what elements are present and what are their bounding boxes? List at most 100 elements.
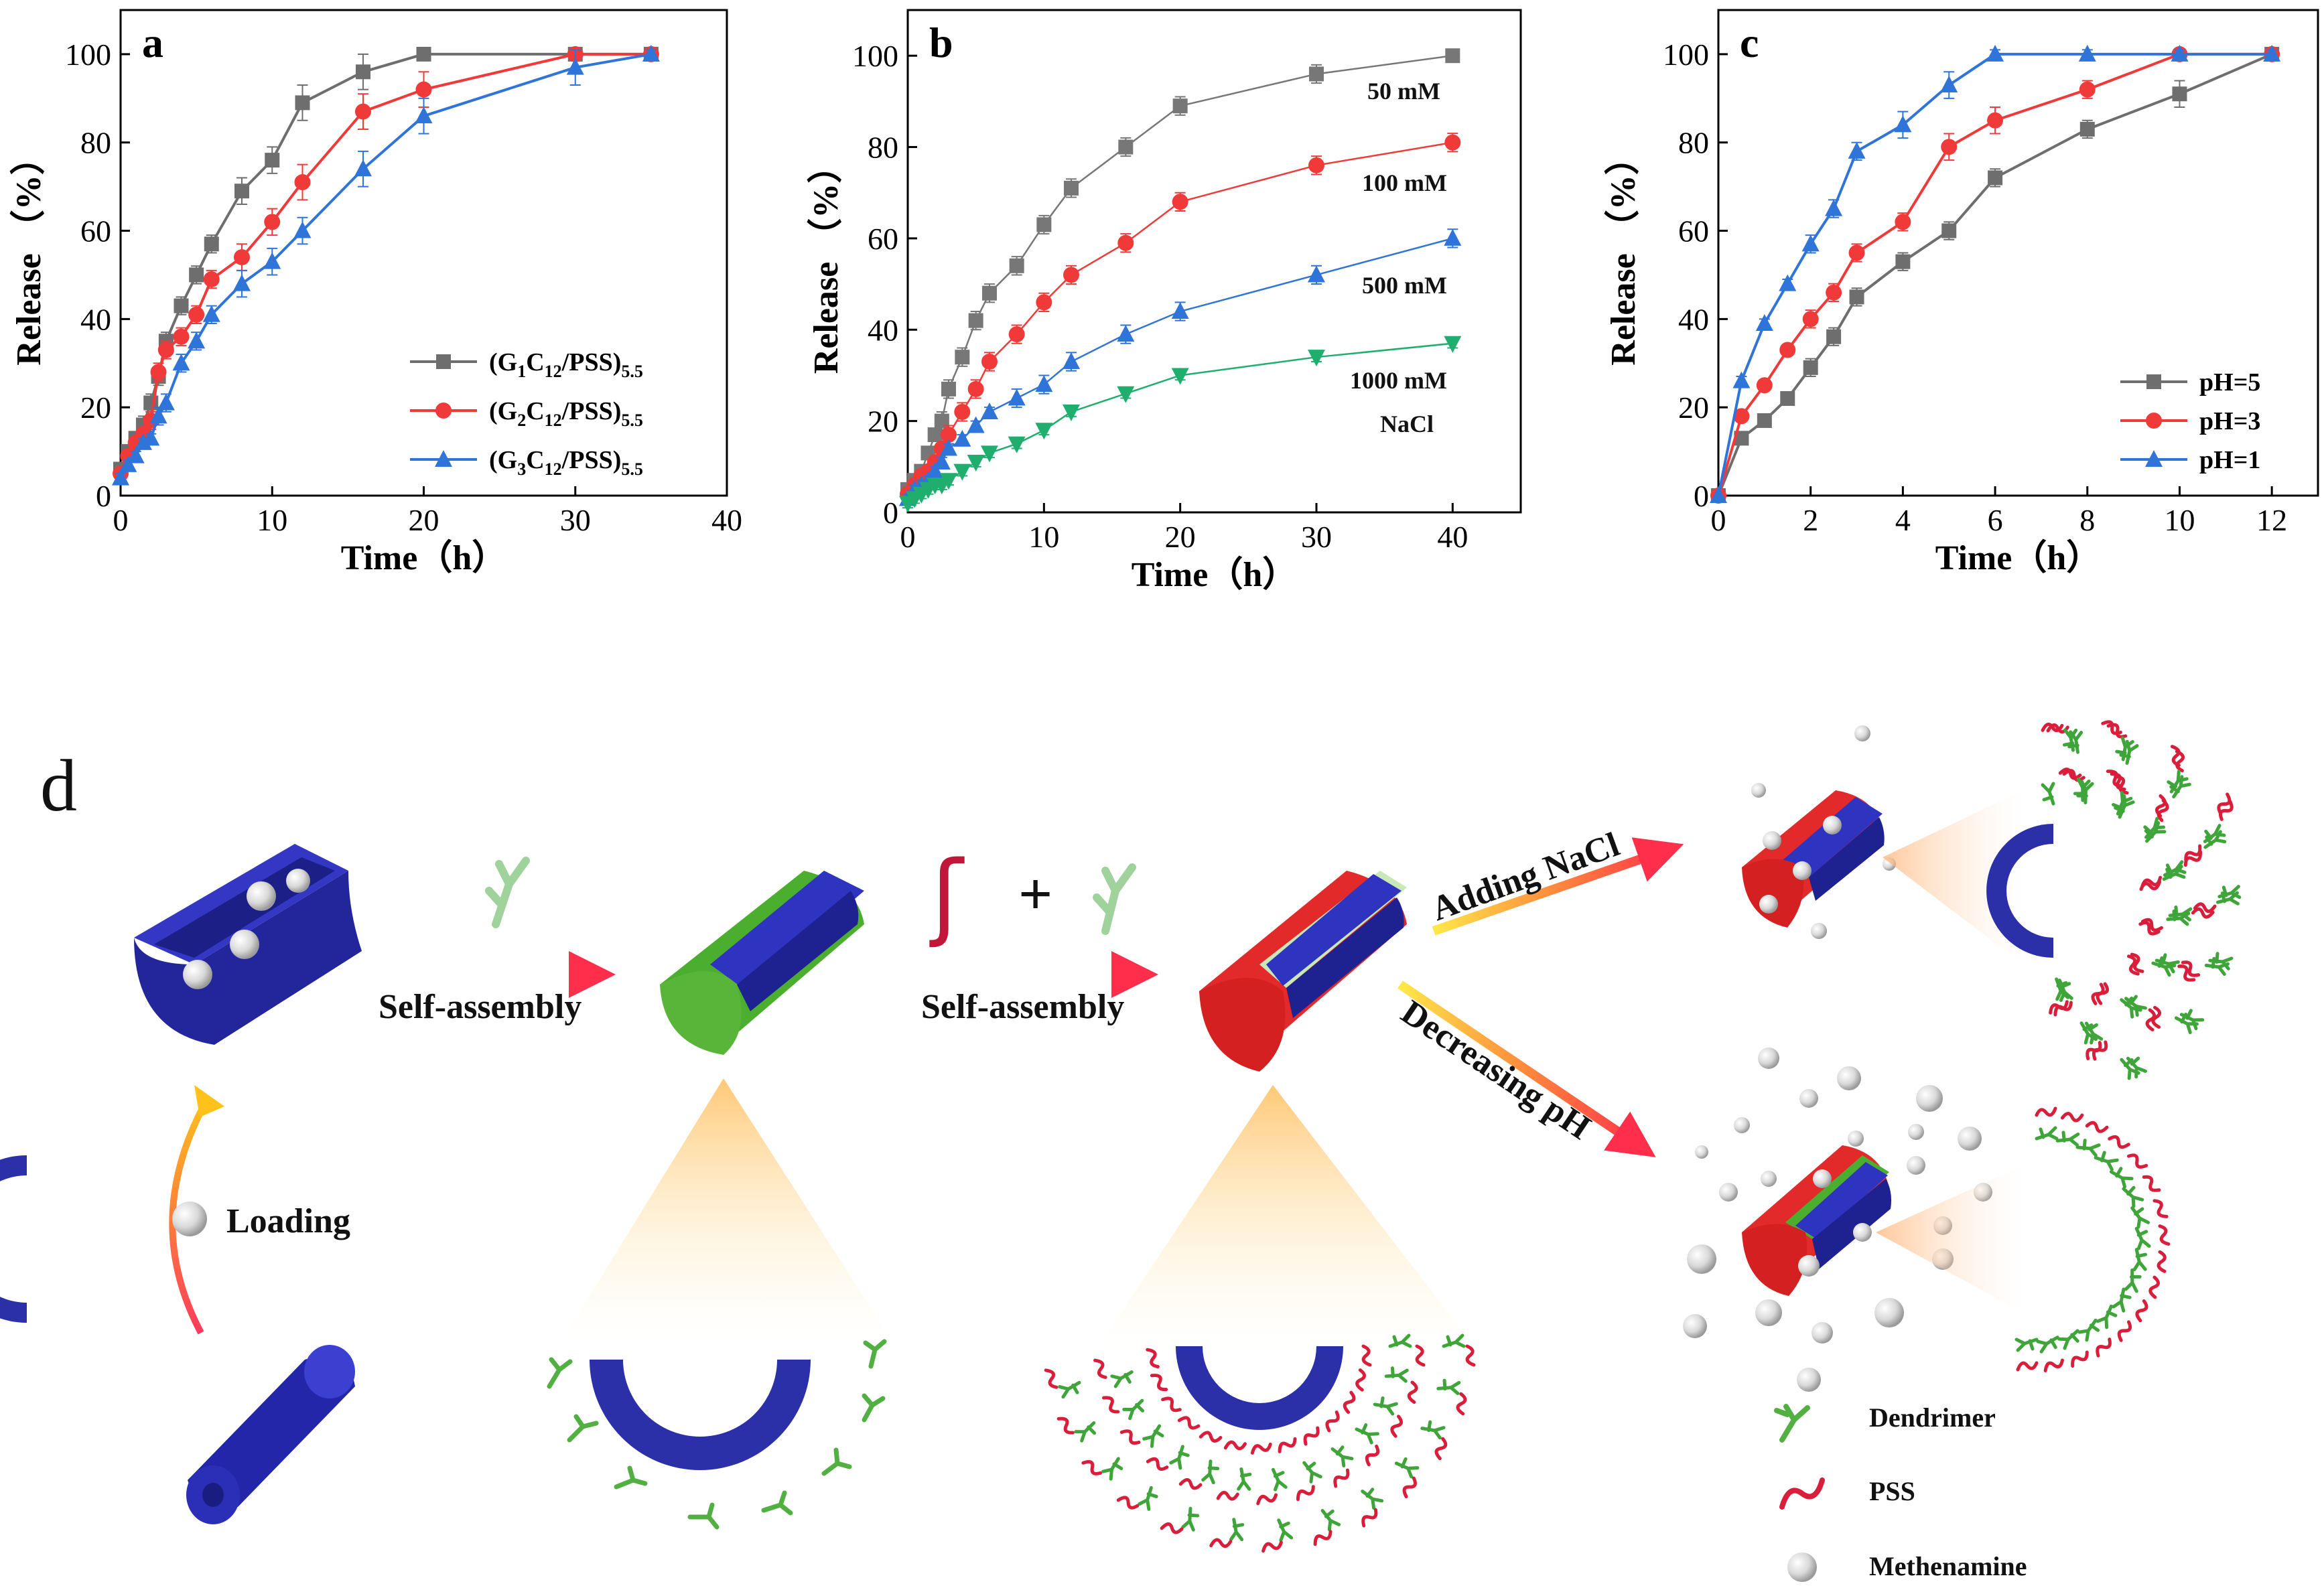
data-point [233, 274, 251, 291]
pss-chain [2135, 1299, 2148, 1323]
pss-chain [2085, 1120, 2109, 1133]
data-point [354, 159, 372, 177]
data-point [294, 174, 311, 191]
methenamine-particle [1916, 1085, 1943, 1112]
dendrimer-branch [2112, 1287, 2132, 1313]
methenamine-particle [1695, 1145, 1708, 1159]
data-point [1308, 350, 1325, 367]
x-tick-label: 0 [113, 503, 129, 537]
pss-chain [1256, 1493, 1278, 1506]
pss-chain [2106, 770, 2124, 788]
dendrimer-branch [2174, 1012, 2199, 1034]
data-point [1035, 375, 1053, 392]
data-point [234, 184, 249, 199]
pss-chain [2151, 1005, 2162, 1029]
pss-chain [1355, 1368, 1367, 1392]
y-tick-label: 0 [1694, 479, 1709, 513]
data-point [2263, 44, 2281, 62]
data-point [142, 429, 160, 446]
self-assembly-label-1: Self-assembly [379, 988, 582, 1026]
y-tick-label: 80 [80, 126, 111, 160]
pss-chain [2140, 918, 2164, 932]
dendrimer-branch [1229, 1518, 1245, 1542]
data-point [1118, 139, 1134, 155]
half-ring-3 [1176, 1346, 1343, 1430]
x-axis-title: Time（h） [1132, 555, 1298, 594]
dendrimer-branch [2132, 1248, 2147, 1272]
pss-chain [2016, 1361, 2039, 1372]
x-tick-label: 4 [1895, 503, 1911, 537]
data-point [2079, 121, 2095, 137]
loose-layers-nacl [2041, 720, 2242, 1080]
data-point [941, 381, 956, 396]
data-point [1732, 371, 1751, 388]
decreasing-ph-label: Decreasing pH [1394, 993, 1597, 1147]
dendrimer-branch [1384, 1366, 1409, 1383]
legend-dendrimer: Dendrimer [1869, 1402, 1996, 1433]
series-1 [1710, 46, 2280, 504]
pss-dendrimer-layers-3 [1044, 1333, 1476, 1553]
dendrimer-branch [2073, 777, 2091, 802]
pss-chain [2126, 954, 2140, 976]
pss-legend-icon [1779, 1477, 1825, 1510]
dendrimer-branch [2168, 906, 2193, 922]
x-tick-label: 20 [1165, 520, 1196, 554]
data-point [941, 427, 957, 443]
pss-chain [2175, 749, 2185, 773]
pss-chain [1177, 1416, 1201, 1430]
pss-chain [1313, 1530, 1332, 1546]
chart-panel-b: 0 10 20 30 40 0 20 40 60 80 100 Time（h） Release （%） b… [807, 9, 1522, 594]
diagram-legend: Dendrimer PSS Methenamine [1774, 1402, 2027, 1582]
series-2 [899, 228, 1462, 506]
dendrimer-branch [2124, 995, 2147, 1017]
methenamine-legend-icon [1787, 1552, 1817, 1582]
pss-chain [1402, 1476, 1417, 1499]
data-point [2078, 44, 2096, 62]
pss-chain [2053, 1001, 2073, 1017]
pss-chain [1261, 1540, 1283, 1553]
data-point [1063, 352, 1080, 369]
y-tick-label: 40 [1678, 302, 1709, 336]
pss-chain [2140, 875, 2163, 888]
x-tick-label: 30 [560, 503, 591, 537]
data-point [1171, 302, 1189, 319]
dendrimer-branch [2096, 1304, 2118, 1329]
zoom-cone-nacl [1883, 790, 2023, 964]
pss-chain [2043, 1358, 2064, 1373]
legend-label: (G3C12/PSS)5.5 [489, 446, 643, 479]
methenamine-particle [1813, 1169, 1832, 1188]
dendrimer-branch [2084, 1021, 2104, 1045]
data-point [1444, 228, 1462, 246]
series-annotation: 500 mM [1362, 272, 1447, 299]
dendrimer-branch [2014, 1337, 2039, 1352]
dendrimer-branch [2179, 1009, 2205, 1031]
x-tick-label: 40 [711, 503, 742, 537]
methenamine-particle [1958, 1127, 1982, 1151]
data-point [2146, 413, 2162, 429]
pss-chain [1325, 1410, 1340, 1433]
pss-chain [1465, 1344, 1476, 1367]
panel-letter: c [1740, 19, 1759, 66]
pss-chain [1343, 1390, 1356, 1415]
data-point [415, 106, 433, 124]
y-tick-label: 0 [883, 496, 898, 530]
y-tick-label: 40 [868, 313, 898, 347]
data-point [982, 285, 997, 301]
data-point [436, 354, 451, 369]
y-tick-label: 20 [80, 390, 111, 425]
data-point [143, 395, 159, 411]
pss-chain [2096, 1337, 2112, 1358]
data-point [355, 103, 371, 120]
dendrimer-branch [1237, 1467, 1252, 1491]
dendrimer-layer-2 [547, 1339, 887, 1530]
pss-chain [1199, 1431, 1223, 1443]
data-point [1444, 336, 1462, 353]
dendrimer-branch [2203, 824, 2226, 843]
data-point [1940, 76, 1958, 93]
data-point [1172, 98, 1188, 114]
pss-chain [1093, 1358, 1107, 1379]
methenamine-particle [1799, 1089, 1818, 1108]
data-point [119, 455, 137, 472]
pss-chain [2152, 1199, 2169, 1218]
